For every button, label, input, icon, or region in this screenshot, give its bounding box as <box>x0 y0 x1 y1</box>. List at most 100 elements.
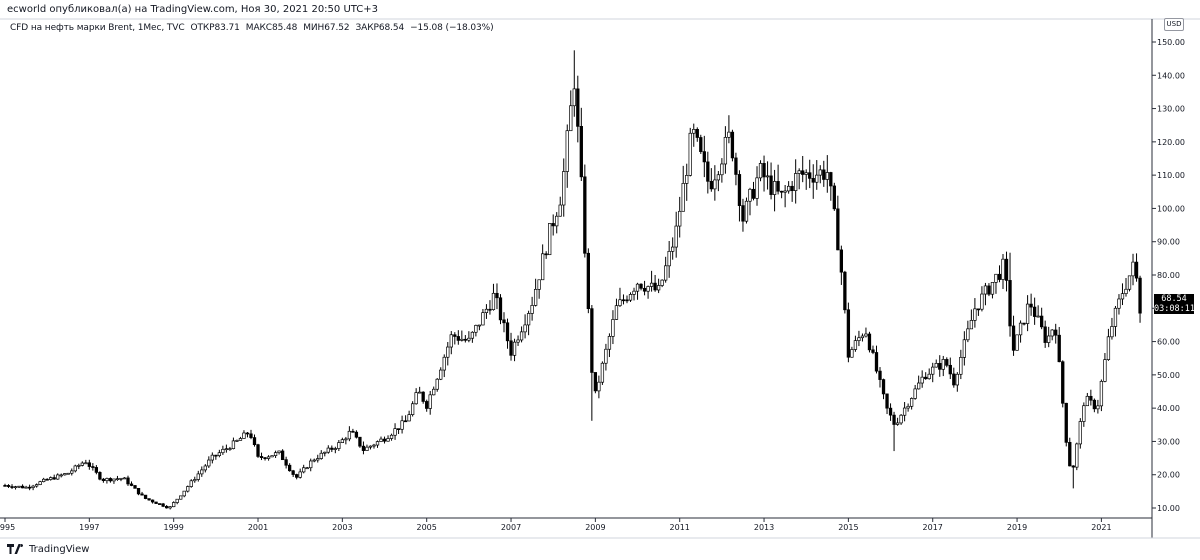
candle-body <box>790 185 794 191</box>
candle-body <box>966 328 970 341</box>
candle-body <box>962 339 966 358</box>
candle-body <box>1015 334 1019 351</box>
candle-body <box>203 465 207 471</box>
candle-body <box>157 503 162 505</box>
candle-body <box>678 210 682 227</box>
candle-body <box>291 470 295 475</box>
candle-body <box>537 279 541 290</box>
candle-body <box>1078 421 1082 445</box>
legend-change: −15.08 (−18.03%) <box>410 23 494 33</box>
candle-body <box>1134 261 1139 279</box>
candle-body <box>284 459 288 466</box>
candle-body <box>302 467 306 473</box>
tradingview-logo-icon <box>7 544 24 554</box>
candle-body <box>772 181 777 195</box>
candle-body <box>607 336 612 350</box>
y-tick-label: 150.00 <box>1157 38 1185 47</box>
candle-body <box>990 282 995 295</box>
x-tick-label: 2017 <box>923 523 943 532</box>
y-tick-label: 10.00 <box>1157 504 1180 513</box>
candle-body <box>713 179 717 190</box>
candle-body <box>1127 275 1132 290</box>
x-tick-label: 2015 <box>838 523 858 532</box>
candle-body <box>6 485 11 487</box>
candle-body <box>52 477 56 480</box>
candle-body <box>263 457 267 460</box>
candle-body <box>13 486 18 489</box>
candle-body <box>663 265 668 281</box>
candle-body <box>266 456 271 459</box>
candle-body <box>794 173 798 191</box>
candle-body <box>934 363 938 368</box>
candle-body <box>31 485 35 488</box>
y-tick-label: 30.00 <box>1157 437 1180 446</box>
candle-body <box>1110 326 1114 338</box>
candle-body <box>642 287 647 292</box>
candle-body <box>685 175 689 184</box>
candle-body <box>295 474 299 478</box>
candle-body <box>1117 298 1121 309</box>
candle-body <box>393 428 397 436</box>
candle-body <box>857 337 861 341</box>
candle-body <box>372 444 376 447</box>
candle-body <box>822 169 826 180</box>
candle-body <box>484 308 489 313</box>
candle-body <box>17 485 21 488</box>
candle-body <box>456 336 460 341</box>
candle-body <box>460 338 464 341</box>
candle-body <box>10 486 14 488</box>
candle-body <box>245 432 250 435</box>
candle-body <box>249 433 253 438</box>
candle-body <box>340 439 345 443</box>
candle-body <box>808 172 812 179</box>
candle-body <box>832 185 836 210</box>
candle-body <box>1057 334 1061 363</box>
candle-body <box>280 450 285 461</box>
candle-body <box>1022 322 1026 325</box>
candle-body <box>720 163 724 176</box>
candle-body <box>611 319 615 337</box>
candle-body <box>646 286 650 292</box>
candle-body <box>565 130 569 172</box>
candle-body <box>481 312 485 326</box>
candle-body <box>474 324 478 333</box>
candle-body <box>931 366 935 375</box>
candle-body <box>811 178 815 183</box>
candle-body <box>80 462 84 466</box>
candle-body <box>867 333 872 351</box>
currency-button[interactable]: USD <box>1164 18 1184 31</box>
candle-body <box>277 450 281 454</box>
candle-body <box>519 331 524 341</box>
candle-body <box>952 373 956 386</box>
candle-body <box>667 250 671 267</box>
candle-body <box>435 378 439 390</box>
candle-body <box>309 460 313 469</box>
last-price-value: 68.54 <box>1161 294 1187 304</box>
candle-body <box>1071 465 1075 468</box>
candle-body <box>361 445 366 451</box>
candle-body <box>843 271 847 311</box>
candle-body <box>59 474 63 477</box>
candle-body <box>182 490 186 497</box>
candle-body <box>583 176 587 254</box>
candle-body <box>523 324 527 333</box>
candle-body <box>495 292 499 299</box>
candle-body <box>635 283 640 292</box>
candle-body <box>70 470 74 474</box>
candle-body <box>403 420 408 423</box>
candle-body <box>783 190 787 193</box>
candle-body <box>491 292 496 311</box>
candle-body <box>108 478 113 482</box>
candle-body <box>850 349 854 358</box>
candle-body <box>1061 361 1065 404</box>
published-text: ecworld опубликовал(а) на TradingView.co… <box>7 4 379 15</box>
candle-body <box>569 105 573 132</box>
y-tick-label: 20.00 <box>1157 471 1180 480</box>
candle-body <box>98 472 102 480</box>
candle-body <box>161 503 165 507</box>
y-tick-label: 40.00 <box>1157 404 1180 413</box>
legend-low-value: 67.52 <box>324 23 350 33</box>
candle-body <box>853 340 858 350</box>
candle-body <box>744 200 749 222</box>
